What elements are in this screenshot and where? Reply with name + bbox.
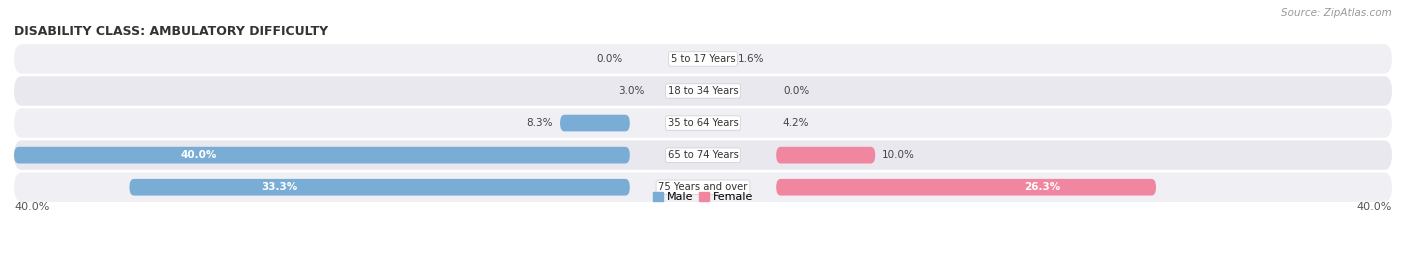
FancyBboxPatch shape (14, 44, 1392, 74)
Text: 10.0%: 10.0% (882, 150, 915, 160)
Text: 40.0%: 40.0% (14, 202, 49, 212)
Text: 18 to 34 Years: 18 to 34 Years (668, 86, 738, 96)
Legend: Male, Female: Male, Female (648, 188, 758, 207)
Text: 35 to 64 Years: 35 to 64 Years (668, 118, 738, 128)
Text: 40.0%: 40.0% (1357, 202, 1392, 212)
Text: 5 to 17 Years: 5 to 17 Years (671, 54, 735, 64)
Text: Source: ZipAtlas.com: Source: ZipAtlas.com (1281, 8, 1392, 18)
FancyBboxPatch shape (14, 173, 1392, 202)
Text: 75 Years and over: 75 Years and over (658, 182, 748, 192)
Text: 1.6%: 1.6% (738, 54, 763, 64)
Text: 0.0%: 0.0% (783, 86, 810, 96)
Text: 3.0%: 3.0% (619, 86, 644, 96)
Text: 40.0%: 40.0% (180, 150, 217, 160)
FancyBboxPatch shape (14, 108, 1392, 138)
FancyBboxPatch shape (14, 147, 630, 163)
FancyBboxPatch shape (129, 179, 630, 196)
FancyBboxPatch shape (14, 140, 1392, 170)
Text: 65 to 74 Years: 65 to 74 Years (668, 150, 738, 160)
Text: 33.3%: 33.3% (262, 182, 298, 192)
Text: 4.2%: 4.2% (782, 118, 808, 128)
FancyBboxPatch shape (776, 147, 875, 163)
Text: 0.0%: 0.0% (596, 54, 623, 64)
Text: 8.3%: 8.3% (527, 118, 553, 128)
Text: 26.3%: 26.3% (1024, 182, 1060, 192)
FancyBboxPatch shape (776, 179, 1156, 196)
FancyBboxPatch shape (14, 76, 1392, 106)
FancyBboxPatch shape (560, 115, 630, 131)
Text: DISABILITY CLASS: AMBULATORY DIFFICULTY: DISABILITY CLASS: AMBULATORY DIFFICULTY (14, 25, 328, 38)
